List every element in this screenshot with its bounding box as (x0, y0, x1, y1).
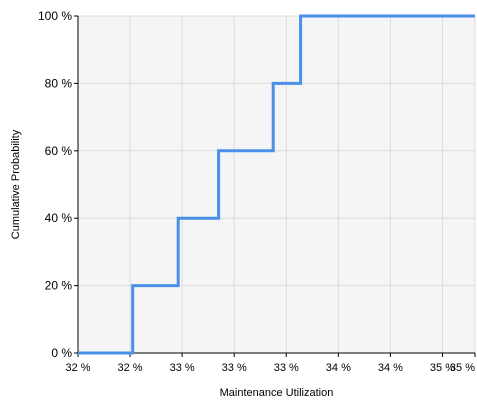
y-axis-label: Cumulative Probability (10, 129, 22, 239)
y-tick-label: 60 % (45, 144, 73, 158)
y-tick-label: 0 % (51, 346, 72, 360)
plot-area (78, 16, 475, 353)
x-tick-label: 33 % (222, 362, 247, 374)
y-tick-label: 100 % (38, 9, 72, 23)
x-tick-label: 33 % (170, 362, 195, 374)
x-tick-label: 33 % (274, 362, 299, 374)
x-tick-label: 32 % (118, 362, 143, 374)
x-tick-label: 35 % (450, 362, 475, 374)
y-tick-label: 20 % (45, 279, 73, 293)
x-tick-label: 34 % (378, 362, 403, 374)
x-tick-label: 35 % (430, 362, 455, 374)
x-tick-label: 34 % (326, 362, 351, 374)
grid-lines (78, 15, 476, 353)
y-tick-label: 40 % (45, 211, 73, 225)
tick-labels: 0 % 20 % 40 % 60 % 80 % 100 % 32 % 32 % 33 % 33 %… (38, 9, 475, 374)
series-layer (78, 14, 475, 355)
cdf-step-line (78, 14, 475, 355)
axes (74, 15, 476, 357)
y-tick-label: 80 % (45, 76, 73, 90)
x-axis-label: Maintenance Utilization (220, 387, 334, 399)
x-tick-label: 32 % (65, 362, 90, 374)
